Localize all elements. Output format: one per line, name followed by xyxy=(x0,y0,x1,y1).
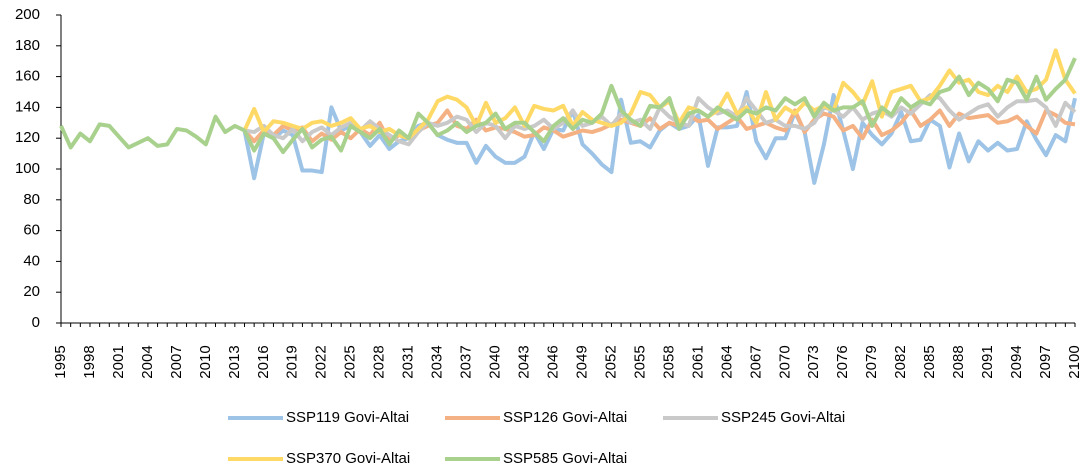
x-tick-label: 2091 xyxy=(979,345,996,378)
x-tick-label: 2094 xyxy=(1008,345,1025,378)
x-tick-label: 2004 xyxy=(139,345,156,378)
y-tick-label: 20 xyxy=(23,283,40,300)
x-tick-label: 2043 xyxy=(516,345,533,378)
x-tick-label: 2010 xyxy=(197,345,214,378)
x-tick-label: 2082 xyxy=(892,345,909,378)
legend-label: SSP245 Govi-Altai xyxy=(721,409,845,426)
x-tick-label: 2052 xyxy=(602,345,619,378)
x-tick-label: 2097 xyxy=(1037,345,1054,378)
x-tick-label: 2034 xyxy=(429,345,446,378)
y-tick-label: 140 xyxy=(15,98,40,115)
y-tick-label: 180 xyxy=(15,37,40,54)
legend-label: SSP119 Govi-Altai xyxy=(286,409,409,426)
x-tick-label: 2046 xyxy=(544,345,561,378)
legend-label: SSP126 Govi-Altai xyxy=(503,409,627,426)
x-tick-label: 1998 xyxy=(81,345,98,378)
y-tick-label: 160 xyxy=(15,68,40,85)
x-tick-label: 2016 xyxy=(255,345,272,378)
x-tick-label: 2088 xyxy=(950,345,967,378)
x-tick-label: 2001 xyxy=(110,345,127,378)
x-tick-label: 2031 xyxy=(400,345,417,378)
series-line xyxy=(59,57,1077,155)
y-tick-label: 0 xyxy=(32,314,40,331)
x-tick-label: 2025 xyxy=(342,345,359,378)
x-tick-label: 1995 xyxy=(52,345,69,378)
legend-label: SSP370 Govi-Altai xyxy=(286,450,410,467)
x-tick-label: 2037 xyxy=(458,345,475,378)
x-tick-label: 2100 xyxy=(1066,345,1083,378)
x-tick-label: 2055 xyxy=(631,345,648,378)
legend-label: SSP585 Govi-Altai xyxy=(503,450,627,467)
x-tick-label: 2022 xyxy=(313,345,330,378)
y-tick-label: 200 xyxy=(15,6,40,23)
x-tick-label: 2070 xyxy=(776,345,793,378)
y-tick-label: 80 xyxy=(23,191,40,208)
y-tick-label: 40 xyxy=(23,252,40,269)
x-tick-label: 2019 xyxy=(284,345,301,378)
x-tick-label: 2007 xyxy=(168,345,185,378)
x-tick-label: 2076 xyxy=(834,345,851,378)
x-tick-label: 2061 xyxy=(689,345,706,378)
x-tick-label: 2064 xyxy=(718,345,735,378)
x-tick-label: 2058 xyxy=(660,345,677,378)
x-tick-label: 2028 xyxy=(371,345,388,378)
x-tick-label: 2085 xyxy=(921,345,938,378)
y-tick-label: 120 xyxy=(15,129,40,146)
x-tick-label: 2067 xyxy=(747,345,764,378)
x-tick-label: 2049 xyxy=(573,345,590,378)
x-tick-label: 2073 xyxy=(805,345,822,378)
x-tick-label: 2040 xyxy=(487,345,504,378)
y-tick-label: 60 xyxy=(23,222,40,239)
x-tick-label: 2079 xyxy=(863,345,880,378)
y-tick-label: 100 xyxy=(15,160,40,177)
x-tick-label: 2013 xyxy=(226,345,243,378)
